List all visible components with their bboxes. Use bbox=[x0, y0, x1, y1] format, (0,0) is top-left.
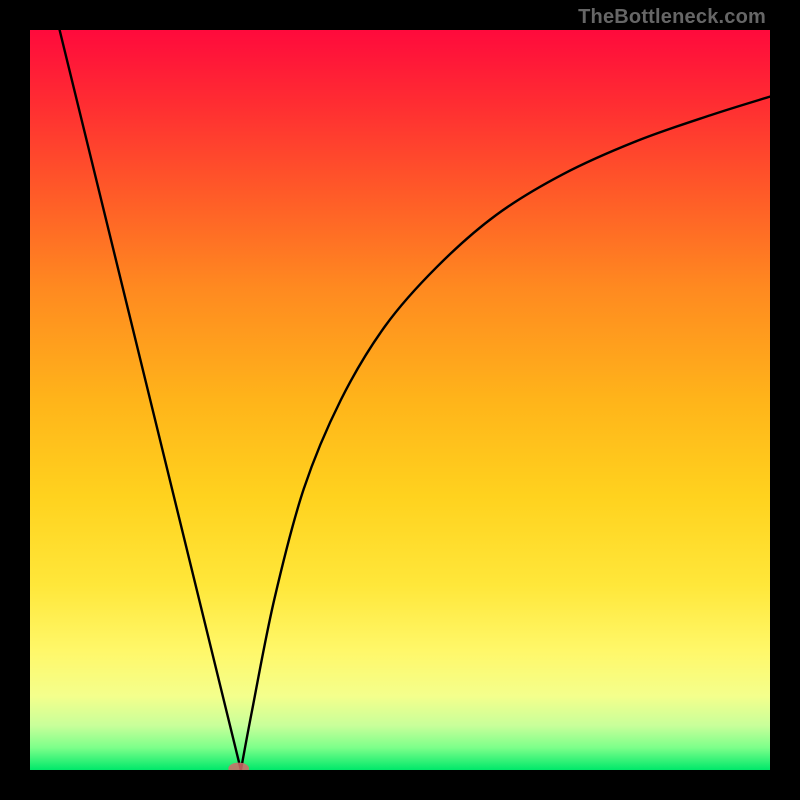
bottleneck-curve bbox=[30, 30, 770, 770]
watermark-text: TheBottleneck.com bbox=[578, 6, 766, 29]
plot-area bbox=[30, 30, 770, 770]
minimum-marker bbox=[228, 763, 249, 770]
chart-frame: TheBottleneck.com bbox=[0, 0, 800, 800]
